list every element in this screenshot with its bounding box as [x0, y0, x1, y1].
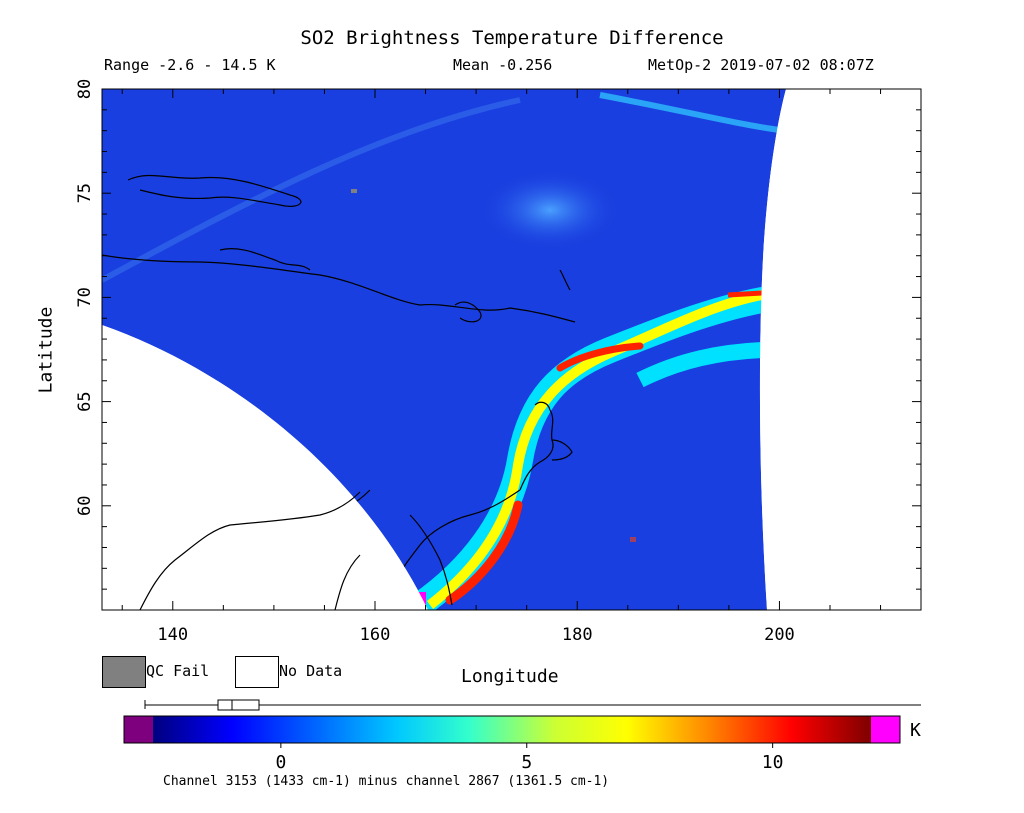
no-data-swatch: [235, 656, 279, 688]
so2-plume-core: [445, 500, 523, 605]
so2-plume-mid: [426, 290, 763, 609]
colorbar-ticks: 0 5 10: [275, 743, 783, 773]
qc-fail-pixel: [351, 189, 357, 193]
colorbar-tick-label: 10: [762, 752, 784, 773]
axis-ticks: [102, 88, 921, 610]
colorbar-box-plot: [217, 699, 260, 711]
y-tick-label: 65: [75, 391, 95, 411]
coastlines-no-data: [139, 491, 361, 610]
satellite-time-label: MetOp-2 2019-07-02 08:07Z: [648, 56, 874, 74]
swath-streak: [102, 97, 521, 283]
no-data-region-east: [759, 89, 921, 610]
colorbar-frame: [123, 715, 901, 744]
x-tick-label: 200: [764, 625, 795, 645]
x-tick-label: 180: [562, 625, 593, 645]
y-tick-label: 75: [75, 183, 95, 203]
mean-label: Mean -0.256: [453, 56, 553, 74]
swath-highlight: [480, 170, 620, 250]
y-axis-label: Latitude: [35, 306, 57, 394]
so2-plume-core: [556, 342, 644, 372]
x-axis-label: Longitude: [461, 666, 559, 687]
colorbar-over: [871, 716, 900, 743]
so2-plume-core: [727, 290, 763, 298]
no-data-region-west: [102, 325, 428, 610]
y-tick-label: 80: [75, 79, 95, 99]
qc-fail-label: QC Fail: [146, 662, 210, 680]
colorbar-caption: Channel 3153 (1433 cm-1) minus channel 2…: [163, 774, 610, 789]
chart-title: SO2 Brightness Temperature Difference: [300, 27, 724, 49]
colorbar-under: [124, 716, 153, 743]
so2-plume-halo: [636, 342, 763, 388]
y-tick-label: 70: [75, 287, 95, 307]
qc-fail-swatch: [102, 656, 146, 688]
colorbar-gradient: [153, 716, 871, 743]
colorbar-unit: K: [910, 720, 921, 741]
axis-tick-labels: 140 160 180 200 80 75 70 65 60: [75, 79, 795, 645]
colorbar-tick-label: 0: [275, 752, 286, 773]
qc-fail-pixel: [630, 537, 636, 542]
x-tick-label: 160: [360, 625, 391, 645]
colorbar-tick-label: 5: [521, 752, 532, 773]
range-label: Range -2.6 - 14.5 K: [104, 56, 276, 74]
swath-streak: [599, 92, 781, 133]
x-tick-label: 140: [157, 625, 188, 645]
no-data-label: No Data: [279, 662, 343, 680]
plot-frame: [101, 88, 922, 611]
y-tick-label: 60: [75, 496, 95, 516]
